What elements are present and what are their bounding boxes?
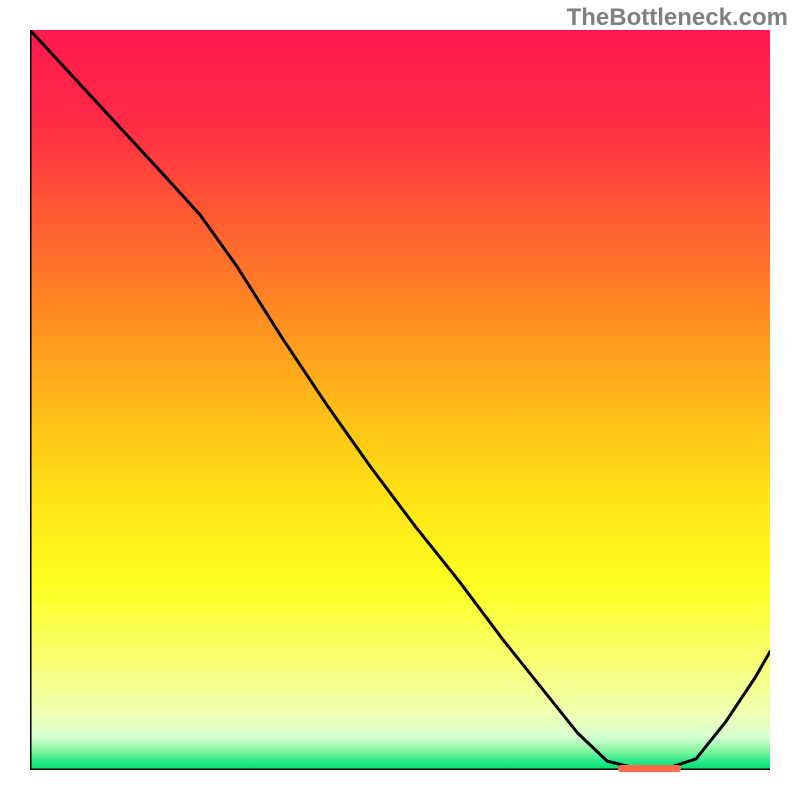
bottleneck-curve <box>30 30 770 769</box>
chart-overlay-svg <box>30 30 770 770</box>
plot-area <box>30 30 770 770</box>
watermark-label: TheBottleneck.com <box>567 4 788 32</box>
optimal-range-marker <box>618 765 681 772</box>
